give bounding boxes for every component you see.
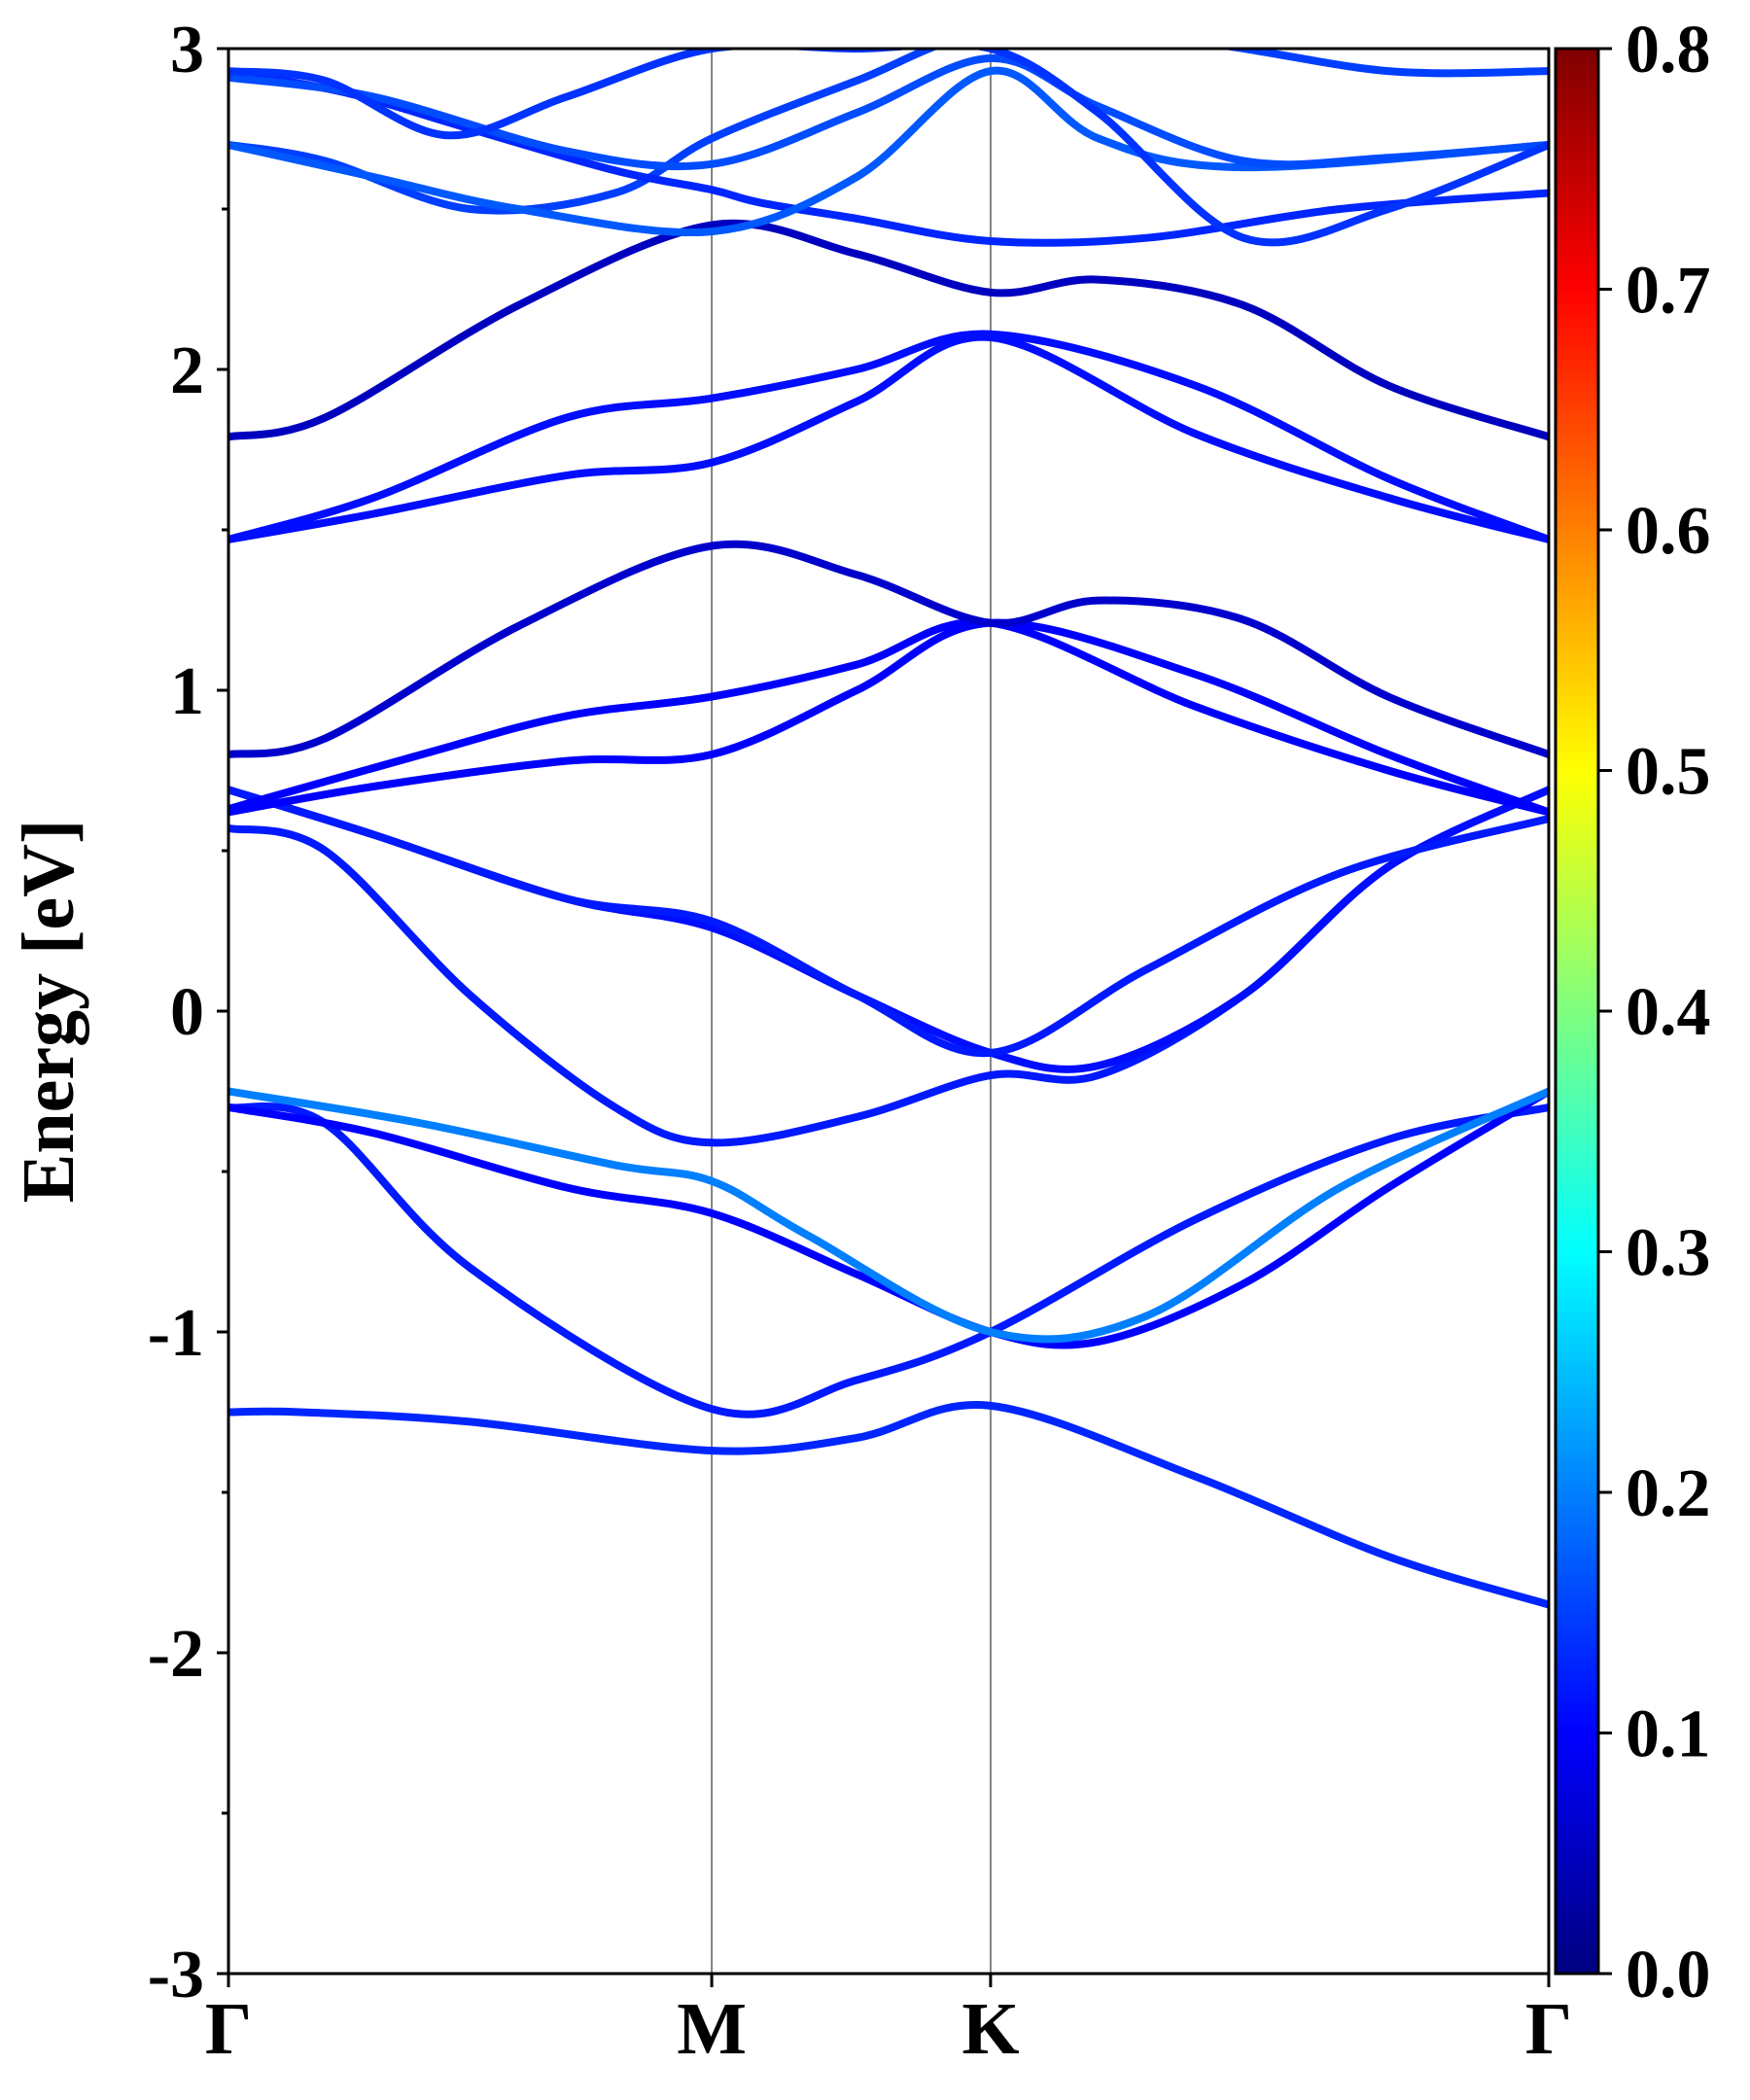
band-line-16 (228, 66, 1549, 237)
colorbar-tick-label: 0.6 (1626, 494, 1711, 569)
colorbar-tick-label: 0.0 (1626, 1938, 1711, 2012)
band-line-3 (228, 1087, 1549, 1349)
band-line-4 (228, 1087, 1549, 1344)
y-axis-label: Energy [eV] (8, 820, 89, 1204)
high-symmetry-lines (711, 49, 992, 1974)
band-line-1 (228, 1401, 1549, 1609)
y-tick-label: 1 (170, 654, 204, 729)
band-line-17 (228, 53, 1549, 171)
colorbar-tick-label: 0.2 (1626, 1456, 1711, 1531)
y-tick-label: 3 (170, 13, 204, 88)
colorbar-tick-label: 0.5 (1626, 735, 1711, 810)
band-line-2 (228, 1102, 1549, 1418)
band-line-8 (228, 618, 1549, 817)
colorbar-tick-label: 0.3 (1626, 1216, 1711, 1291)
y-tick-label: -1 (148, 1296, 204, 1371)
band-line-11 (228, 332, 1549, 543)
colorbar-tick-label: 0.1 (1626, 1698, 1711, 1772)
x-tick-label: K (962, 1988, 1019, 2070)
band-line-7 (228, 786, 1549, 1058)
y-tick-label: -2 (148, 1617, 204, 1692)
y-axis-ticks: -3 -2 -1 0 1 2 3 (148, 13, 228, 2012)
band-line-6 (228, 786, 1549, 1073)
x-tick-label: M (677, 1988, 747, 2070)
band-line-9 (228, 617, 1549, 817)
y-tick-label: 2 (170, 333, 204, 408)
band-line-12 (228, 330, 1549, 543)
band-line-14 (228, 49, 1549, 215)
x-tick-label: Γ (1525, 1988, 1572, 2070)
colorbar (1554, 47, 1600, 1976)
y-tick-label: 0 (170, 975, 204, 1050)
band-line-13 (228, 219, 1549, 441)
band-lines (228, 49, 1549, 1609)
colorbar-tick-label: 0.7 (1626, 254, 1711, 329)
band-line-18 (228, 49, 1549, 247)
colorbar-tick-label: 0.4 (1626, 975, 1711, 1050)
band-line-5 (228, 786, 1549, 1147)
colorbar-tick-label: 0.8 (1626, 13, 1711, 88)
colorbar-ticks: 0.0 0.1 0.2 0.3 0.4 0.5 0.6 0.7 0.8 (1598, 13, 1711, 2012)
band-line-10 (228, 540, 1549, 758)
x-tick-label: Γ (205, 1988, 252, 2070)
y-tick-label: -3 (148, 1938, 204, 2012)
